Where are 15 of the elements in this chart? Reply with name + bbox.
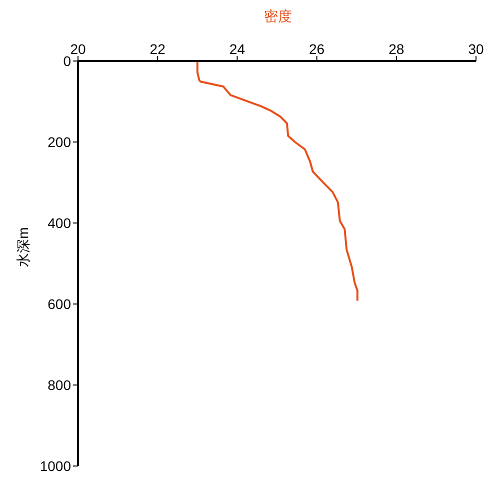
y-tick-label: 0 bbox=[63, 52, 72, 69]
x-tick-label: 26 bbox=[309, 41, 325, 57]
y-tick-label: 200 bbox=[48, 134, 72, 150]
y-tick-label: 400 bbox=[48, 214, 72, 231]
x-tick-label: 28 bbox=[388, 41, 404, 57]
x-tick-label: 24 bbox=[229, 41, 246, 57]
line-series bbox=[196, 61, 358, 302]
x-tick-label: 20 bbox=[70, 41, 86, 57]
x-tick-label: 30 bbox=[468, 41, 484, 57]
x-tick-label: 22 bbox=[150, 41, 166, 57]
y-tick-label: 1000 bbox=[40, 458, 72, 474]
y-tick-label: 800 bbox=[48, 376, 72, 393]
x-axis-title: 密度 bbox=[263, 8, 293, 26]
y-tick-label: 600 bbox=[48, 296, 72, 312]
y-axis-title: 水深m bbox=[15, 226, 32, 269]
